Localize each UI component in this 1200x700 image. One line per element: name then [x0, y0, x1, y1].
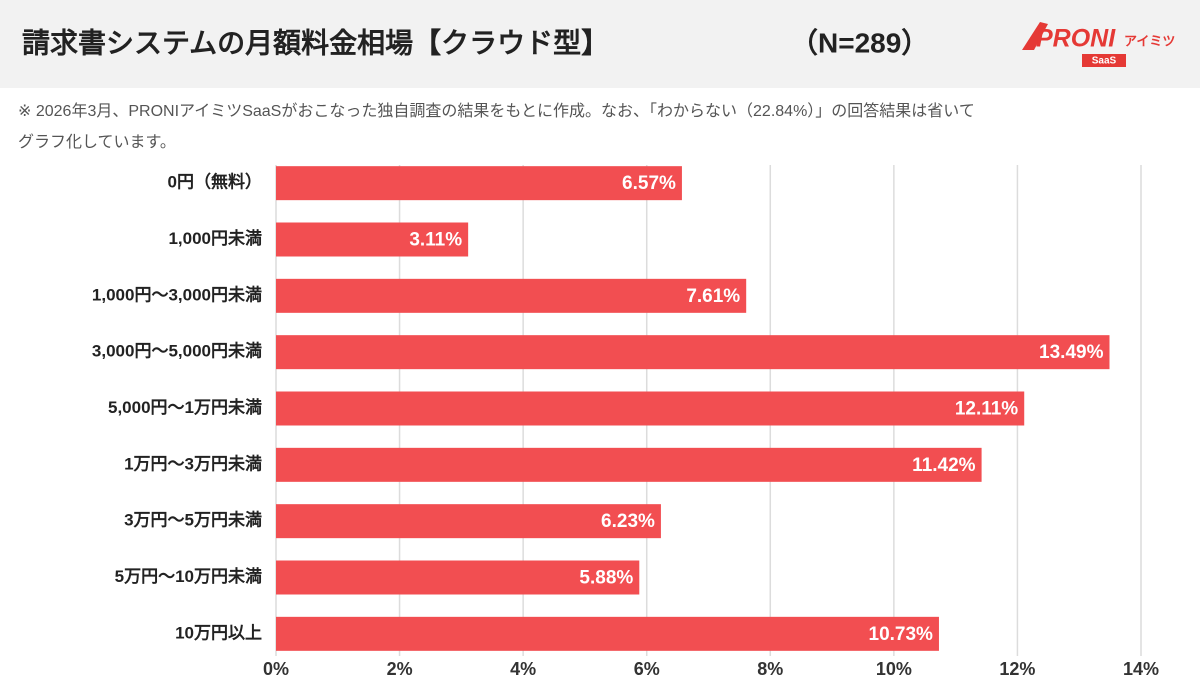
logo-tag-bg	[1082, 54, 1126, 67]
logo-tag: SaaS	[1092, 56, 1117, 67]
bar	[276, 560, 640, 595]
bar	[276, 504, 661, 539]
y-tick-label: 1,000円未満	[168, 228, 262, 248]
value-label: 11.42%	[912, 455, 975, 476]
x-tick-label: 6%	[634, 659, 660, 679]
bar	[276, 222, 469, 257]
x-tick-label: 10%	[876, 659, 912, 679]
value-label: 13.49%	[1039, 342, 1104, 363]
value-label: 10.73%	[869, 624, 934, 645]
y-tick-label: 3万円〜5万円未満	[124, 510, 262, 530]
note-line: グラフ化しています。	[18, 133, 176, 151]
logo-name: アイミツ	[1124, 33, 1175, 48]
y-tick-label: 3,000円〜5,000円未満	[92, 341, 262, 361]
x-tick-label: 2%	[387, 659, 413, 679]
y-tick-label: 1,000円〜3,000円未満	[92, 284, 262, 304]
value-label: 12.11%	[955, 399, 1018, 420]
value-label: 6.23%	[601, 511, 655, 532]
logo-icon	[1022, 22, 1048, 50]
bar	[276, 278, 747, 313]
y-tick-label: 5,000円〜1万円未満	[108, 397, 262, 417]
value-label: 5.88%	[579, 568, 633, 589]
x-tick-label: 0%	[263, 659, 289, 679]
bar	[276, 166, 682, 201]
bar	[276, 335, 1110, 370]
x-tick-label: 12%	[999, 659, 1035, 679]
chart-title: 請求書システムの月額料金相場【クラウド型】	[22, 27, 609, 58]
bar	[276, 447, 982, 482]
header-band	[0, 0, 1200, 88]
x-tick-label: 8%	[757, 659, 783, 679]
bar	[276, 391, 1025, 426]
value-label: 7.61%	[686, 286, 740, 307]
note-line: ※ 2026年3月、PRONIアイミツSaaSがおこなった独自調査の結果をもとに…	[18, 102, 975, 120]
bar	[276, 616, 939, 651]
x-tick-label: 14%	[1123, 659, 1159, 679]
chart-subtitle: （N=289）	[790, 26, 929, 58]
logo-brand: PRONI	[1036, 25, 1116, 53]
logo: PRONI アイミツ SaaS	[1022, 22, 1175, 67]
value-label: 3.11%	[409, 230, 462, 251]
y-tick-label: 0円（無料）	[168, 172, 262, 192]
y-tick-label: 10万円以上	[175, 623, 262, 642]
y-tick-label: 1万円〜3万円未満	[124, 453, 262, 473]
x-tick-label: 4%	[510, 659, 536, 679]
value-label: 6.57%	[622, 173, 676, 194]
y-tick-label: 5万円〜10万円未満	[115, 566, 262, 586]
